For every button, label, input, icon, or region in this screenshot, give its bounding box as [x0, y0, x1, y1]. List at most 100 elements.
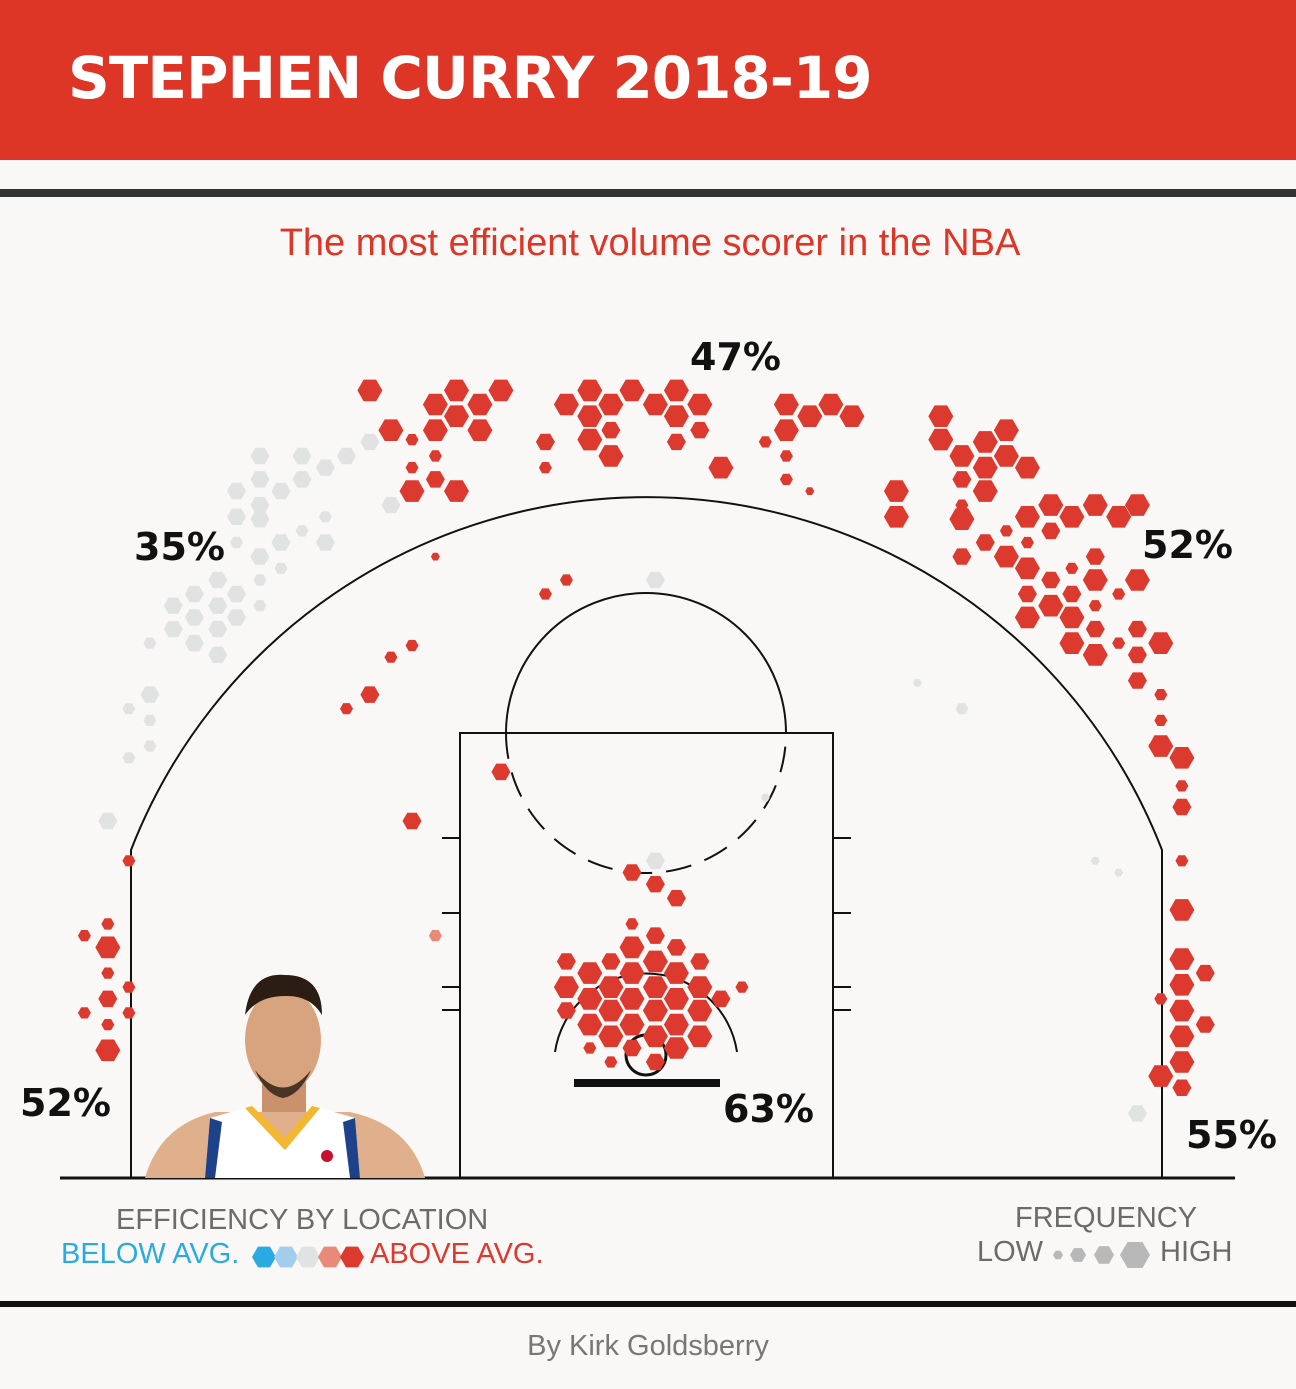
hex-bin-above [645, 1053, 665, 1071]
hex-bin-above [604, 1056, 618, 1068]
zone-label-left-wing: 35% [134, 525, 225, 569]
hex-bin-above [1169, 1051, 1195, 1073]
hex-bin-average [227, 482, 246, 500]
hex-bin-above [360, 686, 380, 703]
hex-bin-above [1127, 646, 1147, 664]
hex-bin-above [577, 1013, 603, 1036]
hex-bin-above [972, 480, 998, 502]
player-photo [145, 974, 425, 1178]
hex-bin-average [227, 609, 246, 626]
hex-bin-above [619, 988, 645, 1010]
efficiency-legend-title: EFFICIENCY BY LOCATION [116, 1204, 489, 1236]
hex-bin-above [422, 419, 448, 441]
hex-bin-above [1154, 689, 1168, 701]
hex-bin-above [619, 936, 645, 959]
hex-bin-above [687, 976, 713, 998]
hex-bin-average [271, 482, 291, 500]
hex-bin-above [1169, 747, 1195, 769]
hex-bin-above [559, 574, 573, 586]
hex-bin-above [773, 419, 799, 441]
hex-bin-above [773, 393, 799, 416]
hex-bin-average [143, 637, 157, 649]
three-point-line [130, 496, 1163, 1178]
hex-bin-above [1195, 1016, 1215, 1033]
hex-bin-above [972, 431, 998, 453]
hex-bin-above [883, 506, 909, 528]
hex-bin-above [663, 988, 689, 1010]
hex-bin-average [208, 646, 228, 664]
hex-bin-above [601, 422, 621, 439]
hex-bin-above [952, 548, 972, 565]
hex-bin-average [122, 752, 136, 764]
hex-bin-above [598, 1025, 624, 1048]
hex-bin-above [357, 379, 383, 402]
hex-bin-above [687, 999, 713, 1022]
hex-bin-above [1124, 494, 1150, 516]
hex-bin-above [577, 428, 603, 451]
hex-bin-above [1059, 606, 1085, 629]
hex-bin-above [601, 953, 621, 970]
hex-bin-above [1088, 600, 1102, 612]
hex-bin-above [1014, 557, 1040, 580]
hex-bin-above [622, 1039, 642, 1057]
hex-bin-above [95, 1039, 121, 1062]
hex-bin-average [163, 620, 183, 638]
hex-bin-above [405, 434, 419, 446]
hex-bin-above [928, 428, 954, 451]
hex-bin-above [553, 393, 579, 416]
hex-bin-average [1127, 1105, 1147, 1122]
zone-label-left-corner: 52% [20, 1081, 111, 1125]
hex-bin-average [250, 510, 270, 528]
hex-bin-above [975, 534, 995, 551]
hex-bin-above [577, 988, 603, 1010]
hex-bin-above [687, 393, 713, 416]
hex-bin-above [488, 379, 514, 402]
hex-bin-above [1154, 714, 1168, 726]
below-average-label: BELOW AVG. [61, 1238, 240, 1270]
divider [0, 189, 1296, 197]
hex-bin-above [378, 419, 404, 441]
hex-bin-above [422, 393, 448, 416]
hex-bin-above [425, 471, 445, 488]
hex-bin-above [839, 405, 865, 427]
hex-bin-above [1014, 506, 1040, 528]
hex-bin-average [208, 597, 228, 614]
hex-bin-average [318, 511, 332, 523]
hex-bin-average [140, 686, 160, 703]
hex-bin-above [399, 480, 425, 502]
hex-bin-average [292, 447, 312, 465]
hex-bin-average [315, 459, 335, 476]
hex-bin-average [295, 525, 309, 537]
hex-bin-average [143, 714, 157, 726]
free-throw-circle-bottom [505, 732, 787, 874]
hex-bin-above [1172, 798, 1192, 816]
hex-bin-average [1090, 856, 1100, 865]
hex-bin-above [538, 588, 552, 600]
hex-bin-above [883, 480, 909, 502]
hex-bin-above [1017, 585, 1037, 603]
hex-bin-above [622, 864, 642, 881]
hex-bin-average [292, 471, 312, 488]
hex-bin-above [1127, 672, 1147, 689]
hex-bin-above [1169, 948, 1195, 970]
zone-label-rim: 63% [723, 1087, 814, 1131]
hex-bin-above [538, 462, 552, 474]
hex-bin-above [491, 763, 511, 781]
hex-bin-above [122, 855, 136, 867]
hex-bin-average [337, 447, 356, 465]
hex-bin-above [1148, 632, 1174, 654]
hex-bin-above [1175, 780, 1189, 792]
hex-bin-above [405, 639, 419, 652]
zone-labels: 47% 35% 52% 52% 63% 55% [20, 335, 1277, 1157]
hex-bin-above [467, 393, 493, 416]
hex-bin-above [340, 703, 353, 715]
hex-bin-above [98, 990, 118, 1008]
hex-bin-above [583, 1042, 597, 1054]
hex-bin-above [619, 379, 645, 402]
hex-bin-above [1020, 536, 1034, 549]
byline: By Kirk Goldsberry [527, 1330, 769, 1362]
hex-bin-above [1082, 644, 1108, 666]
backboard [574, 1079, 720, 1087]
hex-bin-average [315, 534, 335, 551]
hex-bin-above [1169, 999, 1195, 1022]
